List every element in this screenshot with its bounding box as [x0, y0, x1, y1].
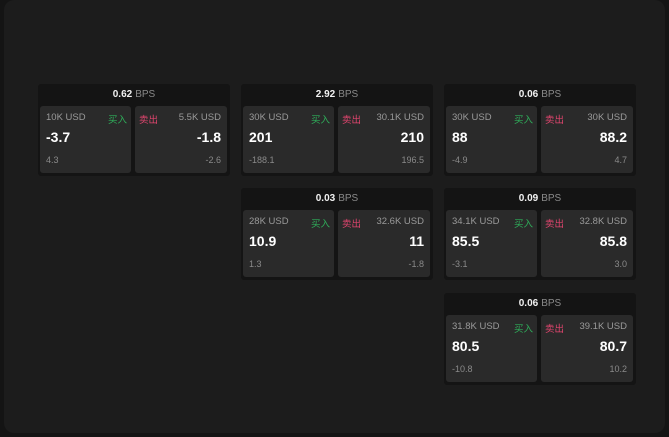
spread-header: 2.92 BPS: [241, 84, 433, 105]
spread-value: 0.06: [518, 298, 539, 309]
spread-header: 0.06 BPS: [444, 84, 636, 105]
sell-button[interactable]: 卖出 32.8K USD 85.8 3.0: [541, 210, 633, 277]
ask-price: 11: [409, 233, 424, 249]
ask-change: -1.8: [408, 259, 424, 269]
spread-unit: BPS: [338, 193, 359, 204]
spread-header: 0.09 BPS: [444, 188, 636, 209]
spread-header: 0.62 BPS: [38, 84, 230, 105]
buy-button[interactable]: 31.8K USD 买入 80.5 -10.8: [446, 315, 537, 382]
quote-card: 0.06 BPS 30K USD 买入 88 -4.9 卖出 30K USD 88…: [444, 84, 636, 176]
bid-size: 30K USD: [452, 112, 492, 123]
ask-change: 196.5: [401, 155, 424, 165]
ask-price: 210: [400, 129, 424, 145]
sell-button[interactable]: 卖出 30K USD 88.2 4.7: [541, 106, 633, 173]
ask-price: 80.7: [599, 338, 627, 354]
spread-header: 0.06 BPS: [444, 293, 636, 314]
spread-header: 0.03 BPS: [241, 188, 433, 209]
ask-change: -2.6: [205, 155, 221, 165]
bid-change: 1.3: [249, 259, 262, 269]
bid-change: -188.1: [249, 155, 275, 165]
buy-button[interactable]: 28K USD 买入 10.9 1.3: [243, 210, 334, 277]
ask-change: 10.2: [609, 364, 627, 374]
buy-label: 买入: [513, 219, 533, 230]
buy-button[interactable]: 30K USD 买入 201 -188.1: [243, 106, 334, 173]
ask-change: 3.0: [614, 259, 627, 269]
spread-unit: BPS: [541, 89, 562, 100]
ask-size: 30K USD: [587, 112, 627, 123]
spread-unit: BPS: [541, 193, 562, 204]
sell-button[interactable]: 卖出 32.6K USD 11 -1.8: [338, 210, 430, 277]
bid-size: 34.1K USD: [452, 216, 500, 227]
ask-price: 88.2: [599, 129, 627, 145]
spread-unit: BPS: [541, 298, 562, 309]
ask-change: 4.7: [614, 155, 627, 165]
spread-value: 0.62: [112, 89, 133, 100]
bid-price: 80.5: [452, 338, 480, 354]
buy-label: 买入: [513, 324, 533, 335]
ask-size: 32.8K USD: [579, 216, 627, 227]
sell-label: 卖出: [342, 219, 362, 230]
spread-value: 2.92: [315, 89, 336, 100]
bid-size: 30K USD: [249, 112, 289, 123]
buy-label: 买入: [513, 115, 533, 126]
quote-card: 0.03 BPS 28K USD 买入 10.9 1.3 卖出 32.6K USD…: [241, 188, 433, 280]
quote-card: 2.92 BPS 30K USD 买入 201 -188.1 卖出 30.1K U…: [241, 84, 433, 176]
spread-value: 0.06: [518, 89, 539, 100]
bid-price: -3.7: [46, 129, 71, 145]
bid-size: 28K USD: [249, 216, 289, 227]
bid-change: 4.3: [46, 155, 59, 165]
spread-unit: BPS: [338, 89, 359, 100]
buy-button[interactable]: 30K USD 买入 88 -4.9: [446, 106, 537, 173]
sell-label: 卖出: [139, 115, 159, 126]
ask-size: 5.5K USD: [178, 112, 221, 123]
spread-value: 0.09: [518, 193, 539, 204]
ask-size: 30.1K USD: [376, 112, 424, 123]
sell-label: 卖出: [545, 219, 565, 230]
sell-button[interactable]: 卖出 39.1K USD 80.7 10.2: [541, 315, 633, 382]
bid-change: -4.9: [452, 155, 468, 165]
bid-size: 31.8K USD: [452, 321, 500, 332]
buy-label: 买入: [310, 115, 330, 126]
bid-size: 10K USD: [46, 112, 86, 123]
bid-change: -3.1: [452, 259, 468, 269]
sell-button[interactable]: 卖出 5.5K USD -1.8 -2.6: [135, 106, 227, 173]
ask-price: -1.8: [196, 129, 221, 145]
sell-label: 卖出: [545, 324, 565, 335]
ask-size: 39.1K USD: [579, 321, 627, 332]
quote-card: 0.06 BPS 31.8K USD 买入 80.5 -10.8 卖出 39.1K…: [444, 293, 636, 385]
bid-change: -10.8: [452, 364, 473, 374]
buy-label: 买入: [107, 115, 127, 126]
bid-price: 10.9: [249, 233, 277, 249]
sell-button[interactable]: 卖出 30.1K USD 210 196.5: [338, 106, 430, 173]
sell-label: 卖出: [545, 115, 565, 126]
spread-unit: BPS: [135, 89, 156, 100]
bid-price: 85.5: [452, 233, 480, 249]
buy-button[interactable]: 34.1K USD 买入 85.5 -3.1: [446, 210, 537, 277]
quote-card: 0.62 BPS 10K USD 买入 -3.7 4.3 卖出 5.5K USD …: [38, 84, 230, 176]
spread-value: 0.03: [315, 193, 336, 204]
buy-button[interactable]: 10K USD 买入 -3.7 4.3: [40, 106, 131, 173]
ask-size: 32.6K USD: [376, 216, 424, 227]
bid-price: 201: [249, 129, 273, 145]
sell-label: 卖出: [342, 115, 362, 126]
quote-card: 0.09 BPS 34.1K USD 买入 85.5 -3.1 卖出 32.8K …: [444, 188, 636, 280]
ask-price: 85.8: [599, 233, 627, 249]
buy-label: 买入: [310, 219, 330, 230]
bid-price: 88: [452, 129, 468, 145]
